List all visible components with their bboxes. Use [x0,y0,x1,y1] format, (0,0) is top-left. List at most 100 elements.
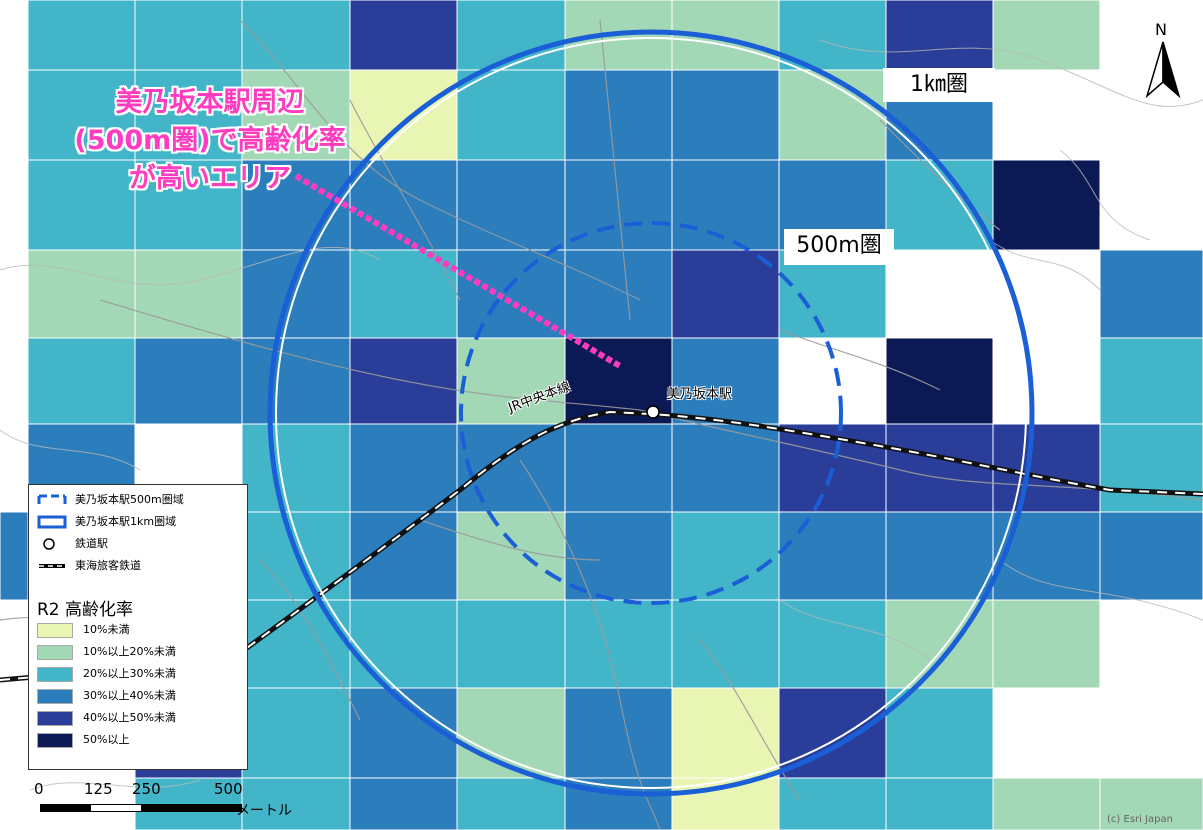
grid-cell[interactable] [564,511,673,601]
grid-cell[interactable] [0,159,29,251]
grid-cell[interactable] [0,0,29,71]
grid-cell[interactable] [456,511,566,601]
station-circle-icon [43,538,55,550]
grid-cell[interactable] [885,511,994,601]
grid-cell[interactable] [349,0,458,71]
grid-cell[interactable] [1099,159,1203,251]
grid-cell[interactable] [992,249,1101,339]
road-network [0,19,1203,830]
grid-cell[interactable] [1099,777,1203,830]
map-credit: (c) Esri Japan [1107,814,1173,825]
grid-cell[interactable] [241,0,351,71]
grid-cell[interactable] [27,337,136,425]
grid-cell[interactable] [992,777,1101,830]
grid-cell[interactable] [134,249,243,339]
grid-cell[interactable] [0,511,29,601]
grid-cell[interactable] [456,337,566,425]
grid-cell[interactable] [241,337,351,425]
grid-cell[interactable] [27,159,136,251]
grid-cell[interactable] [0,687,29,779]
grid-cell[interactable] [564,69,673,161]
grid-cell[interactable] [778,511,887,601]
grid-cell[interactable] [27,249,136,339]
grid-cell[interactable] [1099,249,1203,339]
legend-item-label: 美乃坂本駅1km圏域 [75,515,177,528]
grid-cell[interactable] [671,69,780,161]
grid-cell[interactable] [1099,423,1203,513]
grid-cell[interactable] [0,337,29,425]
grid-cell[interactable] [564,687,673,779]
grid-cell[interactable] [134,0,243,71]
grid-cell[interactable] [349,69,458,161]
grid-cell[interactable] [134,69,243,161]
grid-cell[interactable] [564,249,673,339]
grid-cell[interactable] [349,337,458,425]
grid-cell[interactable] [992,511,1101,601]
grid-cell[interactable] [27,69,136,161]
station-marker[interactable] [646,405,660,419]
grid-cell[interactable] [0,249,29,339]
grid-cell[interactable] [564,599,673,689]
grid-cell[interactable] [1099,687,1203,779]
grid-cell[interactable] [27,0,136,71]
grid-cell[interactable] [134,337,243,425]
grid-cell[interactable] [992,599,1101,689]
legend-swatch [37,666,73,682]
grid-cell[interactable] [992,159,1101,251]
grid-cell[interactable] [456,159,566,251]
legend-class-label: 40%以上50%未満 [83,711,176,724]
grid-cell[interactable] [1099,511,1203,601]
grid-cell[interactable] [456,423,566,513]
north-arrow: N [1143,20,1183,100]
grid-cell[interactable] [885,337,994,425]
grid-cell[interactable] [885,423,994,513]
grid-cell[interactable] [885,0,994,71]
grid-cell[interactable] [992,0,1101,71]
grid-cell[interactable] [241,423,351,513]
grid-cell[interactable] [1099,599,1203,689]
grid-cell[interactable] [671,337,780,425]
legend-item-1km: 美乃坂本駅1km圏域 [37,513,176,531]
grid-cell[interactable] [456,777,566,830]
grid-cell[interactable] [992,337,1101,425]
grid-cell[interactable] [0,599,29,689]
north-arrow-icon [1145,41,1181,99]
grid-cell[interactable] [1099,337,1203,425]
grid-cell[interactable] [564,423,673,513]
grid-cell[interactable] [778,777,887,830]
grid-cell[interactable] [349,511,458,601]
grid-cell[interactable] [778,69,887,161]
grid-cell[interactable] [349,777,458,830]
grid-cell[interactable] [885,777,994,830]
grid-cell[interactable] [992,423,1101,513]
grid-cell[interactable] [992,69,1101,161]
grid-cell[interactable] [992,687,1101,779]
grid-cell[interactable] [241,777,351,830]
grid-cell[interactable] [885,249,994,339]
grid-cell[interactable] [671,159,780,251]
grid-cell[interactable] [0,69,29,161]
grid-cell[interactable] [671,511,780,601]
map-legend: 美乃坂本駅500m圏域 美乃坂本駅1km圏域 鉄道駅 東海旅客鉄道 R2 高齢化… [28,484,248,770]
grid-cell[interactable] [671,249,780,339]
contour-lines [0,39,1203,791]
grid-cell[interactable] [456,599,566,689]
grid-cell[interactable] [349,423,458,513]
grid-cell[interactable] [134,159,243,251]
grid-cell[interactable] [456,687,566,779]
grid-cell[interactable] [241,687,351,779]
legend-class-label: 10%以上20%未満 [83,645,176,658]
grid-cell[interactable] [349,159,458,251]
grid-cell[interactable] [885,159,994,251]
railway-line-icon [39,564,65,568]
grid-cell[interactable] [1099,0,1203,71]
grid-cell[interactable] [778,599,887,689]
grid-cell[interactable] [349,599,458,689]
legend-class-row: 10%未満 [37,621,129,639]
scale-segment [41,805,91,811]
grid-cell[interactable] [671,687,780,779]
legend-item-500m: 美乃坂本駅500m圏域 [37,491,184,509]
grid-cell[interactable] [0,423,29,513]
grid-cell[interactable] [456,69,566,161]
grid-cell[interactable] [671,423,780,513]
